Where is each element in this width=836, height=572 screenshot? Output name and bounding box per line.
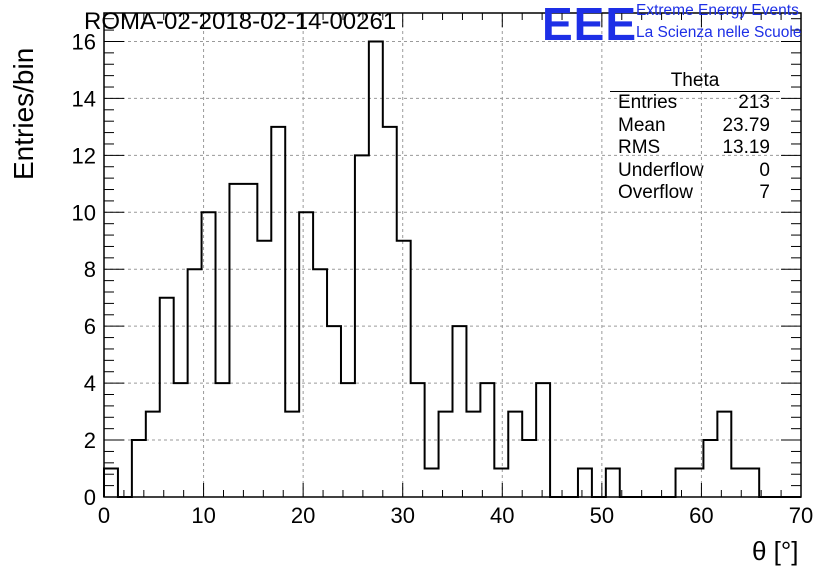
histogram-bin [146, 412, 160, 497]
x-tick-label: 0 [98, 503, 110, 528]
stats-value: 23.79 [722, 114, 770, 136]
x-tick-label: 40 [490, 503, 514, 528]
histogram-bin [425, 469, 439, 497]
stats-value: 7 [759, 182, 770, 203]
chart-title: ROMA-02-2018-02-14-00261 [84, 8, 397, 35]
y-tick-label: 2 [84, 428, 96, 453]
logo-line-1: Extreme Energy Events [636, 2, 799, 19]
histogram-bin [383, 127, 397, 497]
histogram-bin [466, 412, 480, 497]
histogram-bin [522, 440, 536, 497]
x-tick-label: 10 [191, 503, 215, 528]
y-tick-label: 10 [72, 200, 96, 225]
y-tick-label: 4 [84, 371, 96, 396]
histogram-bin [229, 184, 243, 497]
y-tick-label: 16 [72, 29, 96, 54]
histogram-bin [494, 469, 508, 497]
stats-label: Entries [618, 92, 678, 113]
y-axis-label: Entries/bin [8, 47, 39, 180]
histogram-bin [717, 412, 731, 497]
stats-label: Overflow [618, 182, 693, 203]
eee-logo: EEE [542, 0, 638, 50]
x-axis-label: θ [°] [752, 536, 799, 566]
stats-row: RMS 13.19 [610, 137, 780, 160]
stats-box: Theta Entries 213 Mean 23.79 RMS 13.19 Unde… [610, 70, 780, 205]
stats-label: Underflow [618, 159, 704, 181]
histogram-bin [271, 127, 285, 497]
histogram-bin [578, 469, 592, 497]
x-tick-label: 50 [590, 503, 614, 528]
plot-frame [103, 12, 802, 498]
stats-value: 213 [738, 92, 770, 113]
histogram-bin [104, 469, 118, 497]
histogram-bin [160, 298, 174, 497]
histogram-bin [132, 440, 146, 497]
stats-label: RMS [618, 137, 661, 158]
histogram-bin [453, 326, 467, 497]
y-tick-label: 8 [84, 257, 96, 282]
histogram-bin [397, 241, 411, 497]
stats-value: 0 [759, 159, 770, 181]
x-tick-label: 20 [291, 503, 315, 528]
histogram-bin [731, 469, 745, 497]
x-tick-label: 70 [789, 503, 813, 528]
histogram-bin [676, 469, 690, 497]
histogram-bin [243, 184, 257, 497]
y-tick-label: 14 [72, 86, 96, 111]
histogram-bin [327, 326, 341, 497]
histogram-bin [216, 383, 230, 497]
histogram-bin [439, 412, 453, 497]
y-tick-label: 6 [84, 314, 96, 339]
x-tick-label: 30 [390, 503, 414, 528]
stats-title: Theta [610, 70, 780, 92]
histogram-bin [257, 241, 271, 497]
axis-ticks [103, 13, 802, 498]
y-tick-label: 12 [72, 143, 96, 168]
stats-row: Underflow 0 [610, 160, 780, 183]
histogram-bin [174, 383, 188, 497]
stats-row: Entries 213 [610, 92, 780, 115]
histogram-bin [606, 469, 620, 497]
histogram-bin [745, 469, 759, 497]
histogram-bin [703, 440, 717, 497]
x-tick-label: 60 [689, 503, 713, 528]
stats-row: Overflow 7 [610, 182, 780, 205]
stats-value: 13.19 [722, 137, 770, 158]
histogram-bin [299, 212, 313, 497]
grid-lines [104, 13, 801, 497]
histogram-bin [285, 412, 299, 497]
y-tick-label: 0 [84, 485, 96, 510]
stats-row: Mean 23.79 [610, 115, 780, 138]
histogram-bin [508, 412, 522, 497]
stats-label: Mean [618, 114, 666, 136]
logo-line-2: La Scienza nelle Scuole [636, 24, 802, 41]
